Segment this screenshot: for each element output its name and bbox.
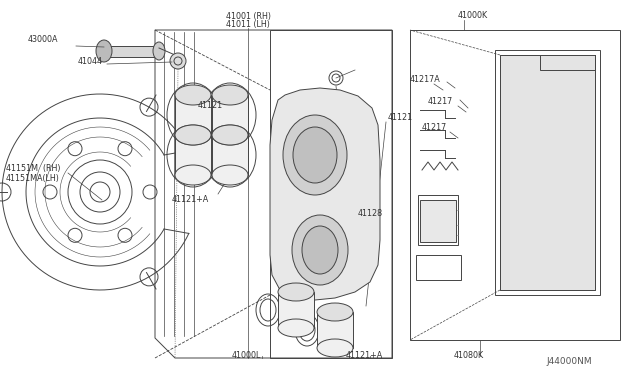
Text: 41121+A: 41121+A [172, 196, 209, 205]
Text: J44000NM: J44000NM [546, 357, 591, 366]
Text: 41011 (LH): 41011 (LH) [226, 19, 270, 29]
Ellipse shape [292, 215, 348, 285]
Ellipse shape [293, 127, 337, 183]
Text: 41121: 41121 [198, 100, 223, 109]
Ellipse shape [212, 165, 248, 185]
Ellipse shape [317, 339, 353, 357]
Text: 41128: 41128 [358, 209, 383, 218]
Ellipse shape [283, 115, 347, 195]
Bar [416, 255, 461, 280]
Ellipse shape [175, 125, 211, 145]
Text: 41217: 41217 [428, 97, 453, 106]
Text: 41151M  (RH): 41151M (RH) [6, 164, 61, 173]
Bar [495, 50, 600, 295]
Ellipse shape [317, 303, 353, 321]
Ellipse shape [153, 42, 165, 60]
Text: 41121+A: 41121+A [346, 352, 383, 360]
Bar [212, 135, 248, 175]
Text: 41001 (RH): 41001 (RH) [225, 12, 271, 20]
Ellipse shape [212, 125, 248, 145]
Text: 41217: 41217 [422, 124, 447, 132]
Text: 41217A: 41217A [410, 76, 441, 84]
Polygon shape [500, 55, 595, 290]
Polygon shape [270, 88, 380, 300]
Ellipse shape [175, 165, 211, 185]
Bar [270, 30, 392, 358]
Bar [317, 312, 353, 348]
Text: 41151MA(LH): 41151MA(LH) [6, 173, 60, 183]
Bar [418, 195, 458, 245]
Ellipse shape [302, 226, 338, 274]
Text: 43000A: 43000A [28, 35, 58, 45]
Bar [104, 46, 159, 57]
Ellipse shape [96, 40, 112, 62]
Bar [212, 95, 248, 135]
Text: 41000K: 41000K [458, 12, 488, 20]
Text: 41080K: 41080K [454, 352, 484, 360]
Bar [410, 30, 620, 340]
Ellipse shape [278, 319, 314, 337]
Text: 41121: 41121 [388, 113, 413, 122]
Ellipse shape [175, 85, 211, 105]
Text: 41044: 41044 [78, 58, 103, 67]
Ellipse shape [212, 85, 248, 105]
Bar [175, 135, 211, 175]
Text: 41000L: 41000L [232, 352, 261, 360]
Circle shape [170, 53, 186, 69]
Ellipse shape [175, 125, 211, 145]
Bar [500, 55, 595, 290]
Ellipse shape [278, 283, 314, 301]
Ellipse shape [212, 125, 248, 145]
Bar [175, 95, 211, 135]
Bar [420, 200, 456, 242]
Bar [278, 292, 314, 328]
